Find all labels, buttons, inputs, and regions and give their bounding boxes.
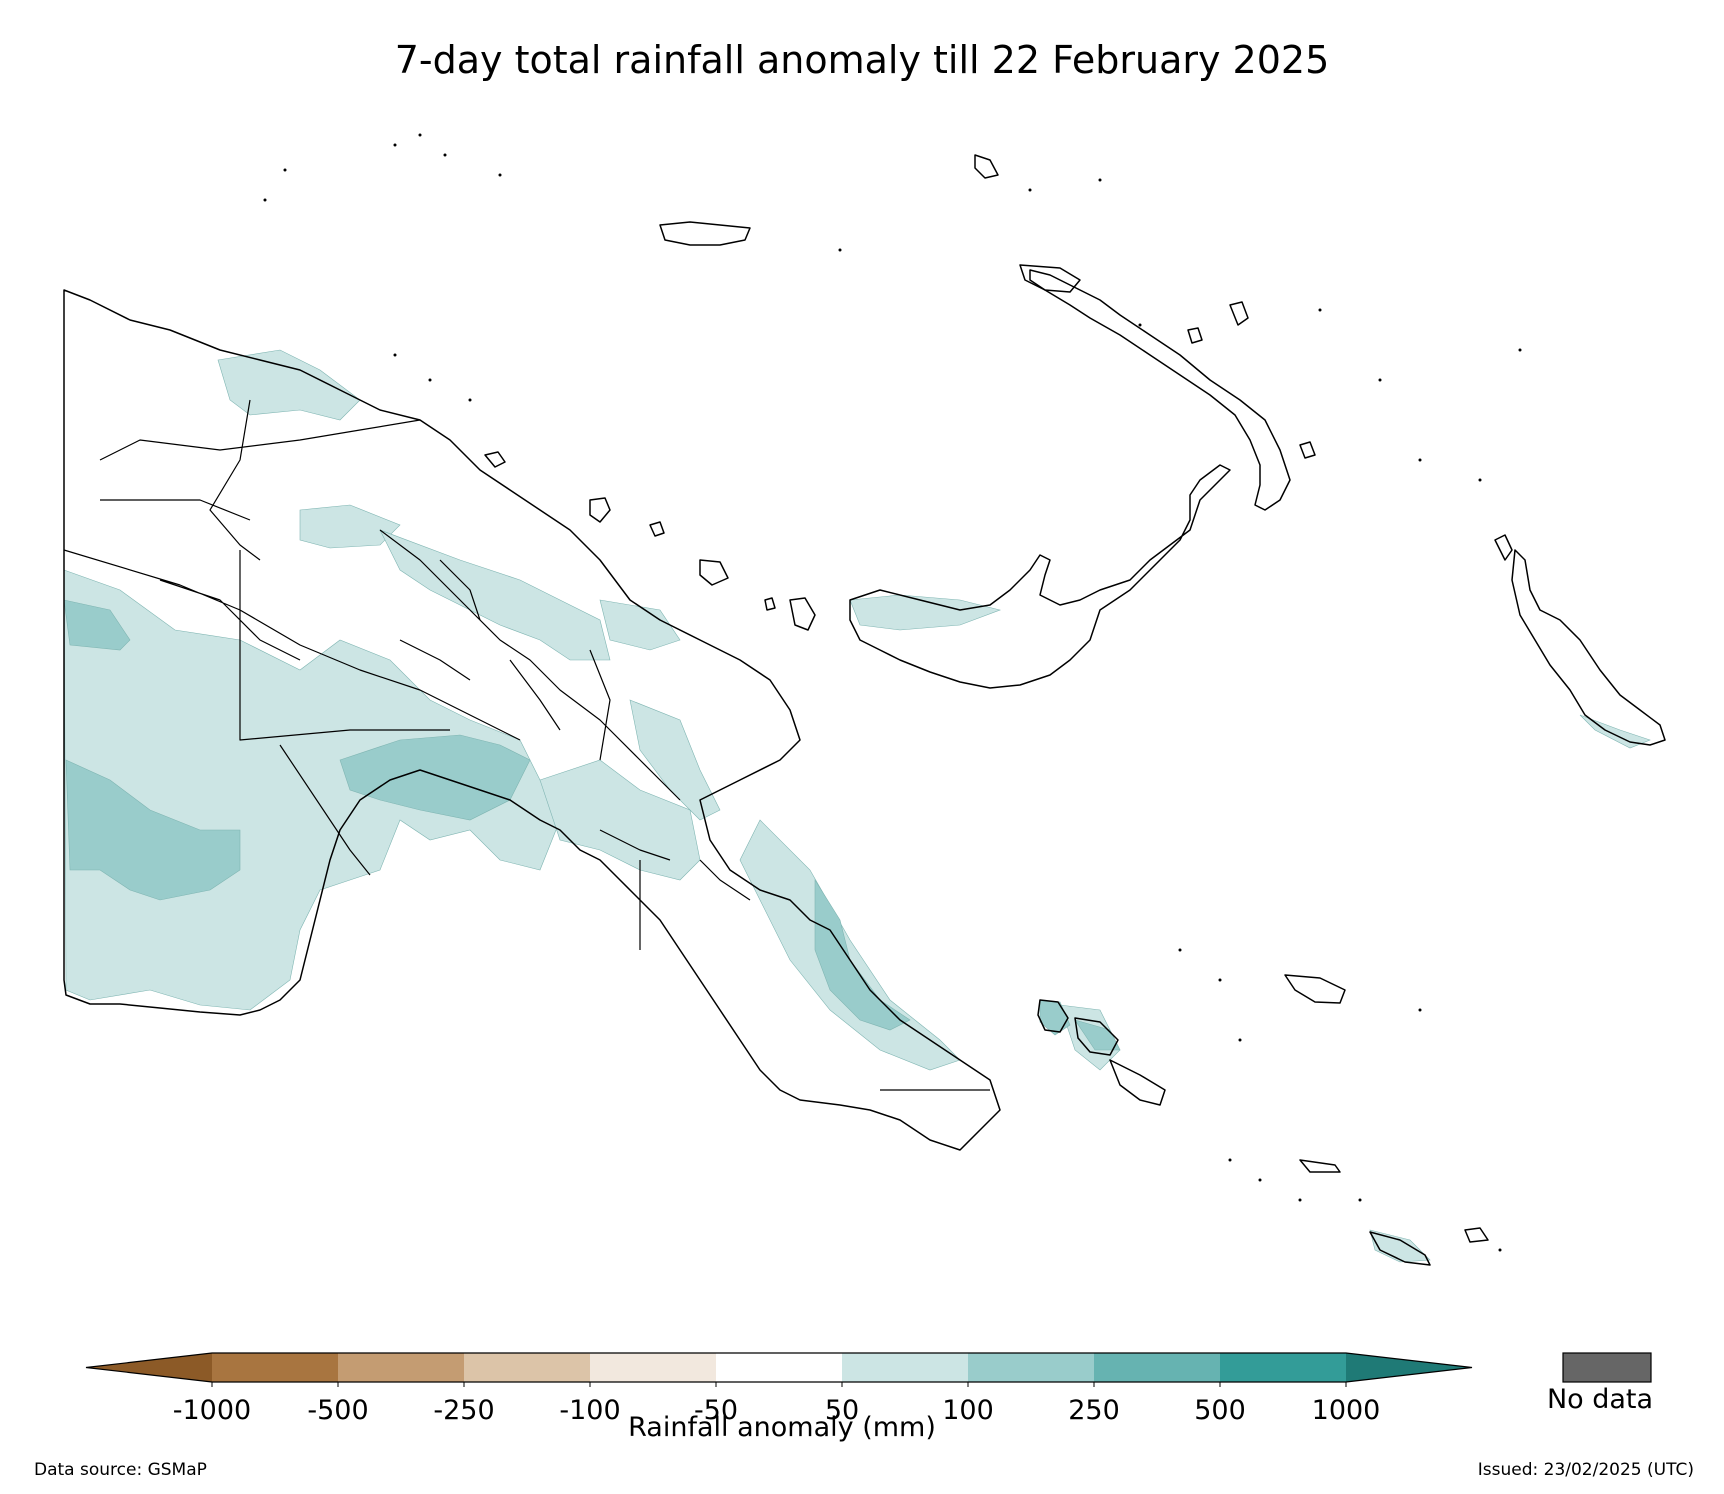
new-britain-coastline [849, 464, 1231, 689]
fergusson-island [1074, 1017, 1119, 1056]
colorbar-bins [85, 1352, 1473, 1383]
colorbar-extend-high [1346, 1353, 1472, 1382]
colorbar-tick-label: -100 [559, 1395, 620, 1426]
rossel-island [1464, 1227, 1489, 1243]
anomaly-fill-layer-strong [63, 599, 1121, 1051]
karkar-island [589, 497, 611, 523]
colorbar-bin [1220, 1353, 1346, 1382]
anomaly-area-highlands [599, 599, 681, 651]
long-island [699, 559, 729, 586]
province-borders [63, 399, 990, 1091]
normanby-island [1109, 1059, 1166, 1106]
colorbar-bin [212, 1353, 338, 1382]
goodenough-island [1037, 999, 1069, 1033]
coastline-layer [63, 154, 1666, 1266]
sudest-island [1369, 1231, 1431, 1266]
colorbar-tick-label: 100 [942, 1395, 994, 1426]
no-data-swatch [1562, 1352, 1652, 1383]
colorbar-tick-label: -50 [694, 1395, 738, 1426]
colorbar-bin [842, 1353, 968, 1382]
new-ireland-coastline [1029, 269, 1291, 511]
new-hanover-island [1019, 264, 1081, 293]
schouten-island [484, 451, 506, 468]
mainland-coastline [63, 289, 1001, 1151]
colorbar-bin [968, 1353, 1094, 1382]
lihir-island [1229, 301, 1249, 326]
manus-coastline [659, 221, 751, 246]
colorbar-tick-label: 500 [1194, 1395, 1246, 1426]
anomaly-area-sepik-east [629, 699, 721, 821]
anomaly-fill-layer [63, 349, 1651, 1263]
anomaly-area-north-1 [217, 349, 361, 421]
anomaly-area-newbritain [849, 594, 1002, 631]
anomaly-area-south-coast [539, 759, 701, 881]
buka-island [1494, 534, 1513, 561]
issued-date: Issued: 23/02/2025 (UTC) [1477, 1460, 1694, 1480]
colorbar-tick-label: -1000 [173, 1395, 251, 1426]
anomaly-area-north-2 [299, 504, 401, 549]
colorbar-extend-low [86, 1353, 212, 1382]
trobriand-island [1284, 974, 1346, 1004]
anomaly-area-south-island [1369, 1229, 1431, 1263]
anomaly-area-west [63, 569, 561, 1011]
woodlark-island [1299, 1159, 1341, 1173]
witu-island [764, 597, 776, 611]
small-islets [263, 133, 1522, 1252]
colorbar-bin [590, 1353, 716, 1382]
data-source: Data source: GSMaP [34, 1460, 207, 1480]
colorbar-tick-label: 50 [825, 1395, 859, 1426]
bagabag-island [649, 521, 665, 537]
colorbar-ticks: -1000 -500 -250 -100 -50 50 100 250 500 1000 [173, 1382, 1381, 1426]
colorbar-tick-label: -250 [433, 1395, 494, 1426]
colorbar-label: Rainfall anomaly (mm) [628, 1412, 936, 1443]
colorbar-tick-label: 250 [1068, 1395, 1120, 1426]
colorbar-bin [464, 1353, 590, 1382]
colorbar-bin [338, 1353, 464, 1382]
colorbar-tick-label: -500 [307, 1395, 368, 1426]
anomaly-area-east-coast [739, 819, 961, 1071]
colorbar-bin [716, 1353, 842, 1382]
anomaly-strong-west [63, 599, 131, 651]
anomaly-strong-island-2 [1074, 1019, 1121, 1051]
rainfall-anomaly-map [63, 133, 1666, 1266]
bougainville-coastline [1511, 549, 1666, 746]
anomaly-strong-east [814, 878, 911, 1031]
umboi-island [789, 597, 816, 631]
anomaly-area-central [379, 529, 611, 661]
feni-island [1299, 441, 1316, 459]
emirau-island [974, 154, 999, 179]
no-data-label: No data [1546, 1384, 1654, 1415]
colorbar-tick-label: 1000 [1312, 1395, 1381, 1426]
colorbar-bin [1094, 1353, 1220, 1382]
anomaly-strong-sw [65, 759, 241, 901]
map-title: 7-day total rainfall anomaly till 22 Feb… [394, 38, 1330, 82]
tabar-island [1187, 327, 1203, 344]
